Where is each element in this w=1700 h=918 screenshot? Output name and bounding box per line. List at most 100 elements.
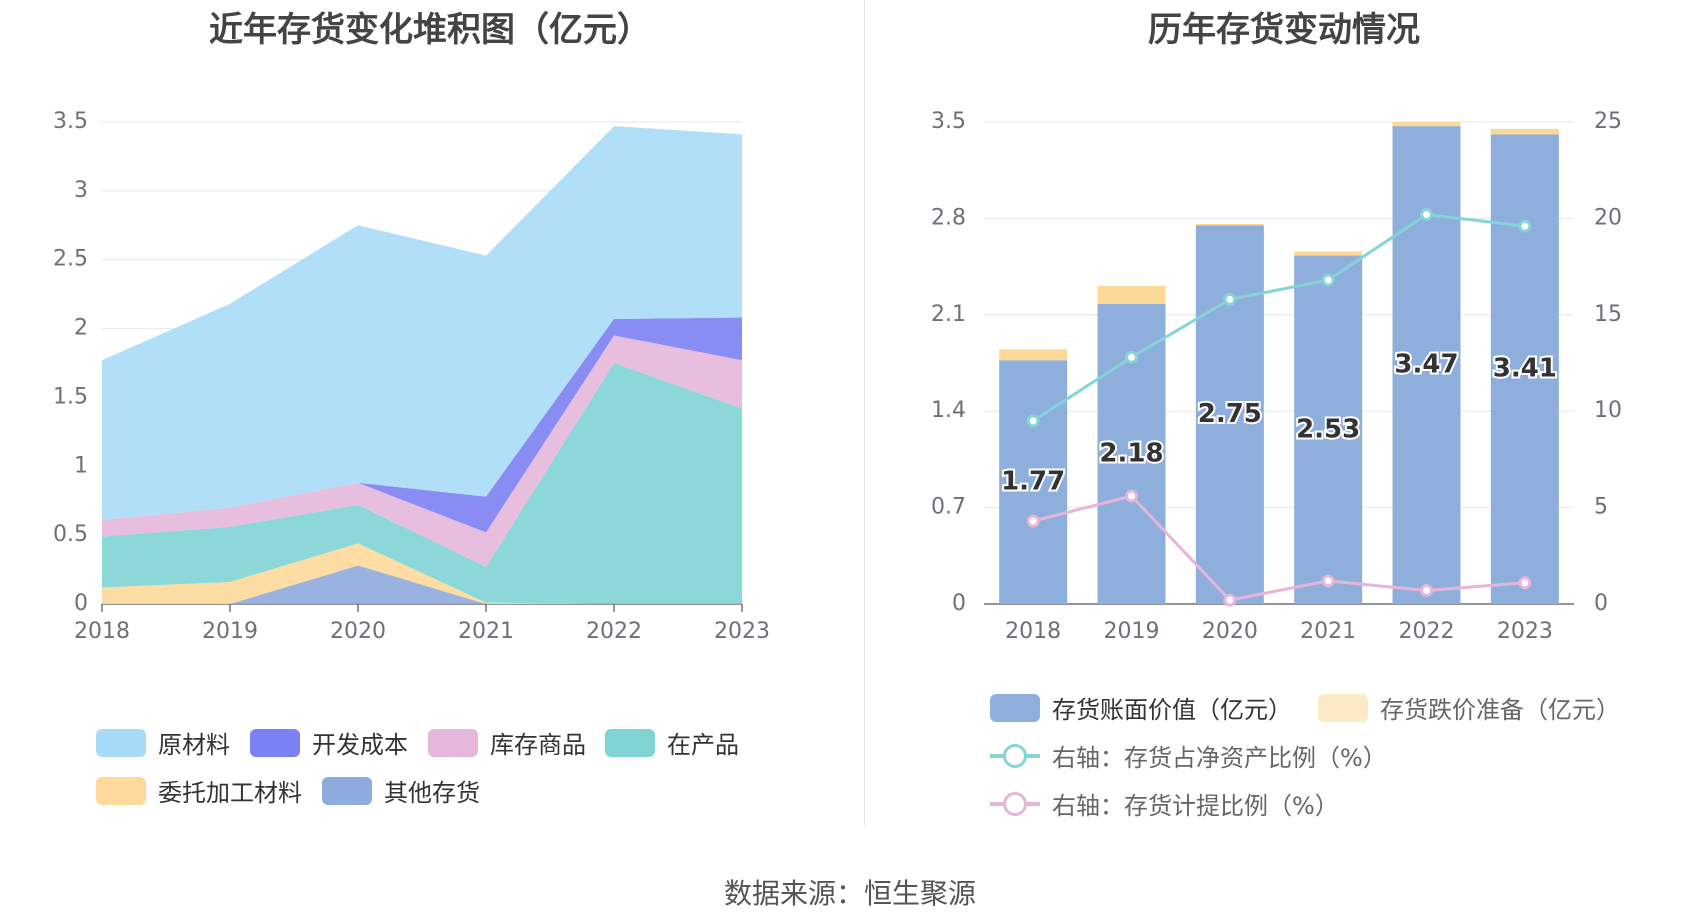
left-chart-panel: 近年存货变化堆积图（亿元） 0 0.5 1 1.5 2 2.5 3 3.5 2018 2019 20… — [0, 0, 860, 830]
y-tick-label: 2.8 — [931, 205, 966, 230]
legend-swatch — [96, 776, 146, 805]
legend-item[interactable]: 委托加工材料 — [96, 773, 302, 808]
y-tick-label: 1.5 — [53, 384, 88, 409]
x-tick-label: 2022 — [586, 619, 642, 644]
legend-label: 存货跌价准备（亿元） — [1380, 696, 1620, 724]
data-source-note: 数据来源：恒生聚源 — [723, 877, 976, 910]
line-point — [1223, 593, 1237, 607]
line-point — [1420, 208, 1433, 222]
bar-data-label: 2.18 — [1099, 438, 1163, 468]
y-tick-label: 0.5 — [53, 522, 88, 547]
bar-data-label: 3.41 — [1493, 354, 1557, 384]
bar-book-value — [999, 360, 1068, 604]
legend-item[interactable]: 右轴：存货计提比例（%） — [990, 786, 1339, 821]
x-tick-label: 2018 — [1005, 619, 1061, 644]
y-tick-label: 0 — [74, 591, 88, 616]
legend-swatch — [322, 776, 372, 805]
y-tick-label: 2.1 — [931, 302, 966, 327]
bar-impairment-provision — [1294, 251, 1363, 256]
right-chart-title: 历年存货变动情况 — [1148, 10, 1420, 50]
legend-label: 委托加工材料 — [158, 779, 302, 807]
area-series-3 — [102, 335, 742, 567]
y2-tick-label: 5 — [1594, 495, 1608, 520]
line-point — [1518, 576, 1532, 590]
legend-swatch — [250, 728, 300, 757]
bar-data-label: 2.53 — [1296, 414, 1360, 444]
x-tick-label: 2020 — [1202, 619, 1258, 644]
bar-book-value — [1195, 225, 1264, 605]
x-tick-label: 2023 — [1497, 619, 1553, 644]
legend-item[interactable]: 存货跌价准备（亿元） — [1318, 690, 1620, 725]
area-series-2 — [102, 363, 742, 604]
legend-swatch — [428, 728, 478, 757]
y2-tick-label: 10 — [1594, 398, 1622, 423]
legend-item[interactable]: 右轴：存货占净资产比例（%） — [990, 738, 1387, 773]
y-tick-label: 0.7 — [931, 495, 966, 520]
bar-book-value — [1294, 255, 1363, 604]
area-series-4 — [102, 317, 742, 533]
legend-swatch — [1318, 693, 1368, 722]
y2-tick-label: 15 — [1594, 302, 1622, 327]
line-series-3 — [1032, 494, 1525, 602]
line-point — [1125, 350, 1138, 364]
line-series-2 — [1032, 212, 1526, 423]
legend-label: 右轴：存货占净资产比例（%） — [1052, 744, 1387, 772]
bar-book-value — [1490, 134, 1559, 604]
line-point — [1223, 292, 1237, 306]
x-tick-label: 2023 — [714, 619, 770, 644]
y-tick-label: 0 — [952, 591, 966, 616]
legend-swatch — [605, 728, 655, 757]
line-point — [1125, 489, 1138, 503]
bar-data-label: 2.75 — [1198, 399, 1262, 429]
legend-label: 其他存货 — [384, 779, 480, 807]
x-tick-label: 2022 — [1399, 619, 1455, 644]
legend-label: 右轴：存货计提比例（%） — [1052, 792, 1339, 820]
area-series-1 — [102, 543, 742, 604]
area-series-5 — [102, 126, 742, 520]
legend-label: 库存商品 — [490, 731, 586, 759]
panel-divider — [864, 0, 865, 825]
legend-item[interactable]: 存货账面价值（亿元） — [990, 690, 1292, 725]
line-point — [1026, 414, 1040, 428]
x-tick-label: 2018 — [74, 619, 130, 644]
line-point — [1321, 574, 1335, 588]
y-tick-label: 1 — [74, 453, 88, 478]
y-tick-label: 3.5 — [931, 109, 966, 134]
legend-label: 开发成本 — [312, 731, 408, 759]
legend-swatch — [990, 742, 1040, 770]
bar-impairment-provision — [1490, 128, 1559, 135]
legend-item[interactable]: 库存商品 — [428, 725, 586, 760]
legend-item[interactable]: 原材料 — [96, 725, 230, 760]
x-tick-label: 2021 — [458, 619, 514, 644]
y-tick-label: 1.4 — [931, 398, 966, 423]
y-tick-label: 3 — [74, 178, 88, 203]
bar-impairment-provision — [1097, 285, 1166, 304]
x-tick-label: 2019 — [202, 619, 258, 644]
line-point — [1420, 584, 1433, 598]
bar-impairment-provision — [1195, 223, 1264, 226]
legend-label: 存货账面价值（亿元） — [1052, 696, 1292, 724]
y2-tick-label: 0 — [1594, 591, 1608, 616]
legend-swatch — [96, 728, 146, 757]
y-tick-label: 2.5 — [53, 247, 88, 272]
legend-item[interactable]: 其他存货 — [322, 773, 480, 808]
legend-item[interactable]: 在产品 — [605, 725, 739, 760]
y2-tick-label: 25 — [1594, 109, 1622, 134]
bar-impairment-provision — [1392, 122, 1461, 127]
legend-label: 在产品 — [667, 731, 739, 759]
line-point — [1518, 219, 1532, 233]
legend-swatch — [990, 790, 1040, 818]
y2-tick-label: 20 — [1594, 205, 1622, 230]
line-point — [1026, 514, 1040, 528]
bar-impairment-provision — [999, 349, 1068, 361]
legend-item[interactable]: 开发成本 — [250, 725, 408, 760]
right-chart-panel: 历年存货变动情况 0 0.7 1.4 2.1 2.8 3.5 0 5 10 15 20 25 2018 2… — [868, 0, 1700, 830]
area-series-0 — [102, 565, 742, 604]
y-tick-label: 3.5 — [53, 109, 88, 134]
bar-book-value — [1392, 126, 1461, 604]
legend-label: 原材料 — [158, 731, 230, 759]
y-tick-label: 2 — [74, 316, 88, 341]
x-tick-label: 2021 — [1300, 619, 1356, 644]
x-tick-label: 2019 — [1104, 619, 1160, 644]
legend-swatch — [990, 693, 1040, 722]
